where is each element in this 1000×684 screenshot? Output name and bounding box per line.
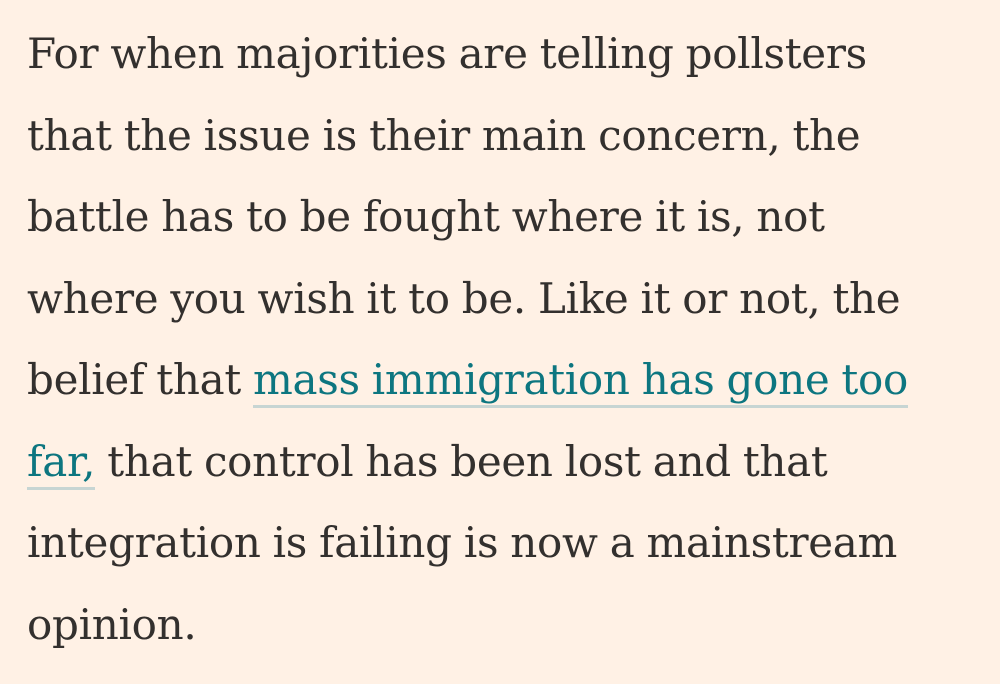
paragraph-line-3: battle has to be fought where it is, not (27, 192, 825, 241)
paragraph-line-2: that the issue is their main concern, th… (27, 110, 861, 160)
paragraph-line-1: For when majorities are telling pollster… (27, 29, 867, 78)
paragraph-line-4: where you wish it to be. Like it or not,… (27, 273, 901, 323)
immigration-article-link-continued[interactable]: far, (27, 436, 96, 490)
paragraph-line-8: opinion. (27, 599, 197, 649)
paragraph-line-7: integration is failing is now a mainstre… (27, 518, 898, 567)
paragraph-line-5-prefix: belief that (27, 355, 253, 404)
immigration-article-link[interactable]: mass immigration has gone too (252, 355, 908, 408)
paragraph-line-6-suffix: that control has been lost and that (95, 436, 828, 486)
article-paragraph: For when majorities are telling pollster… (27, 13, 1000, 665)
